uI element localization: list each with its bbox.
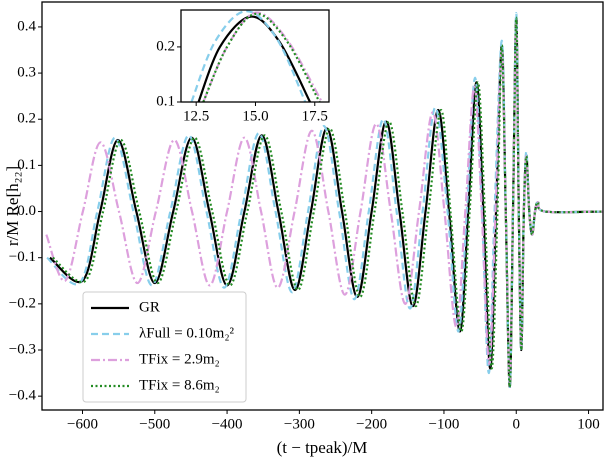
- y-tick-label: 0.0: [17, 203, 36, 219]
- y-tick-label: 0.3: [17, 65, 36, 81]
- axes-frame: [180, 9, 330, 103]
- x-tick-label: −600: [67, 416, 98, 432]
- x-tick-label: 0: [512, 416, 520, 432]
- legend-label: λFull = 0.10m₂²: [139, 325, 235, 341]
- x-tick-label: 100: [577, 416, 600, 432]
- y-tick-label: −0.3: [9, 341, 36, 357]
- y-axis-label: r/M Re[h₂₂]: [3, 166, 22, 246]
- y-tick-label: 0.1: [17, 157, 36, 173]
- series-line: [45, 21, 603, 384]
- plot-area: [45, 11, 603, 389]
- x-axis-label: (t − tpeak)/M: [277, 438, 368, 457]
- series-line: [202, 12, 321, 102]
- legend-label: TFix = 2.9m₂: [139, 351, 220, 367]
- y-tick-label: −0.4: [9, 388, 37, 404]
- series-line: [202, 11, 323, 102]
- x-tick-label: −300: [284, 416, 315, 432]
- y-tick-label: 0.2: [156, 38, 175, 54]
- axes-frame: [41, 1, 604, 411]
- x-tick-label: −500: [139, 416, 170, 432]
- y-tick-label: −0.1: [9, 249, 36, 265]
- y-tick-label: 0.4: [17, 18, 36, 34]
- x-tick-label: 17.5: [302, 108, 328, 124]
- legend-label: TFix = 8.6m₂: [139, 377, 220, 393]
- y-tick-label: 0.1: [156, 93, 175, 109]
- x-tick-label: −400: [212, 416, 243, 432]
- series-line: [190, 10, 307, 102]
- x-tick-label: 12.5: [183, 108, 209, 124]
- series-line: [46, 11, 603, 389]
- x-tick-label: 15.0: [242, 108, 268, 124]
- inset-background: [181, 10, 329, 102]
- plot-area: [190, 10, 323, 102]
- legend-box: [82, 291, 247, 403]
- x-tick-label: −100: [428, 416, 459, 432]
- y-tick-label: −0.2: [9, 295, 36, 311]
- legend-label: GR: [139, 299, 160, 315]
- x-tick-label: −200: [356, 416, 387, 432]
- y-tick-label: 0.2: [17, 111, 36, 127]
